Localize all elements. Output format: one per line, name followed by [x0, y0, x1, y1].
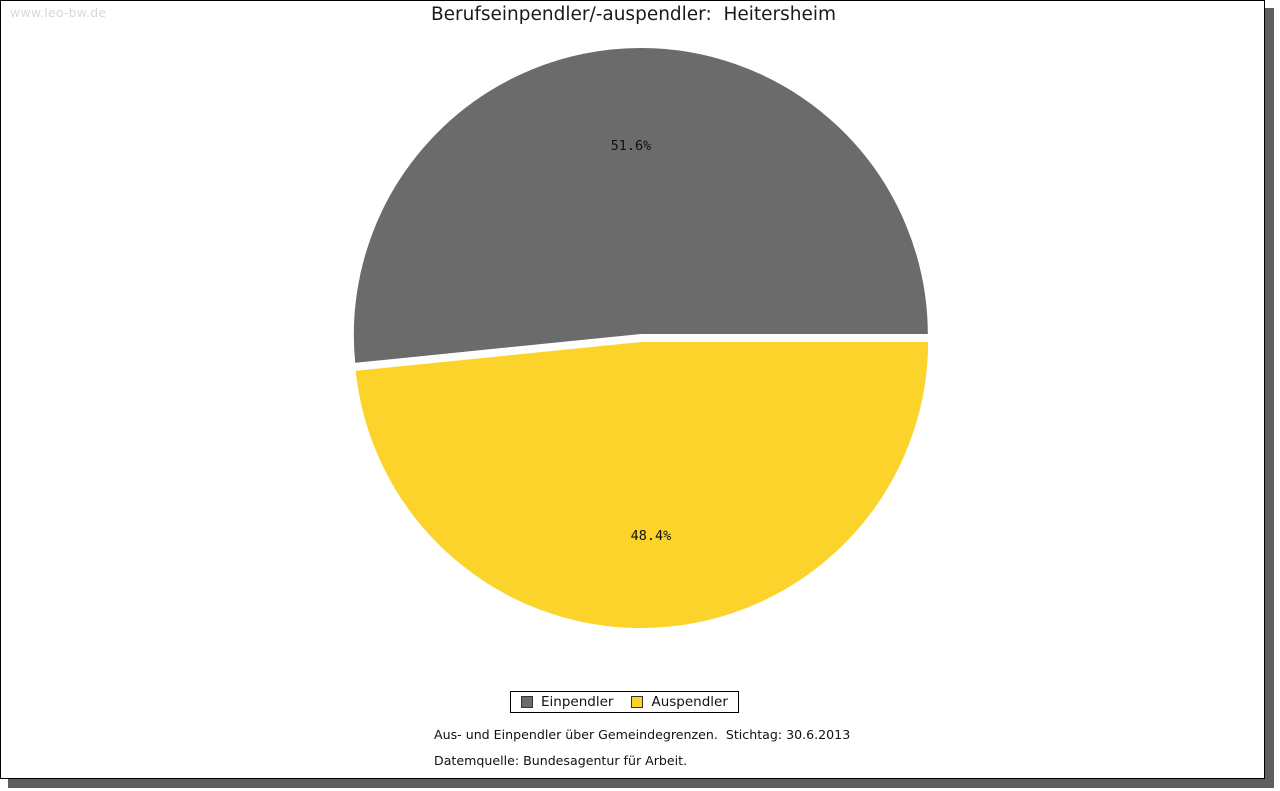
page-title: Berufseinpendler/-auspendler: Heitershei… [430, 4, 837, 25]
legend-item-einpendler[interactable]: Einpendler [521, 694, 613, 710]
footnote-stichtag: Aus- und Einpendler über Gemeindegrenzen… [434, 727, 851, 742]
pie-chart-svg: 51.6% 48.4% [351, 46, 931, 631]
legend-swatch-icon-auspendler [631, 696, 644, 708]
legend-item-auspendler[interactable]: Auspendler [631, 694, 728, 710]
legend-label-auspendler: Auspendler [651, 694, 728, 710]
pie-chart: 51.6% 48.4% [1, 1, 1264, 701]
pie-slice-auspendler[interactable] [353, 340, 931, 631]
pie-slice-einpendler[interactable] [351, 46, 930, 366]
footnote-datenquelle: Datemquelle: Bundesagentur für Arbeit. [434, 753, 688, 768]
chart-legend: Einpendler Auspendler [510, 691, 739, 713]
chart-canvas: www.leo-bw.de Berufseinpendler/-auspendl… [0, 0, 1265, 779]
watermark-label: www.leo-bw.de [10, 5, 107, 20]
legend-swatch-icon-einpendler [521, 696, 533, 708]
slice-value-label-einpendler: 51.6% [611, 138, 652, 154]
slice-value-label-auspendler: 48.4% [631, 528, 672, 544]
pie-slice-group [351, 46, 931, 631]
legend-label-einpendler: Einpendler [541, 694, 614, 710]
